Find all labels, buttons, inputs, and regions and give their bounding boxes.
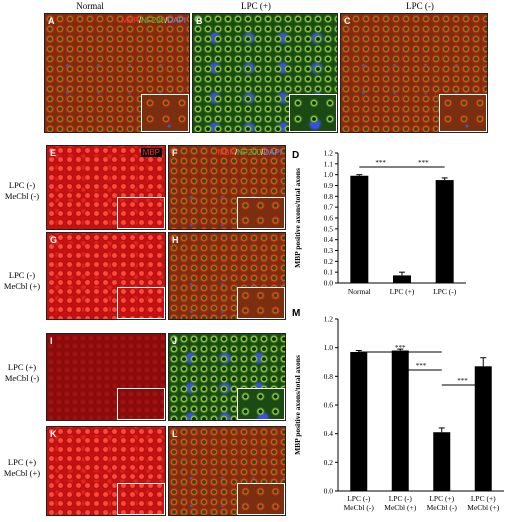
x-tick-label: LPC (+)	[471, 494, 496, 503]
significance-label: ***	[375, 159, 386, 167]
micrograph-panel-b: B	[192, 13, 338, 133]
magnified-inset	[141, 94, 189, 132]
y-axis-title: MBP positive axons/total axons	[293, 168, 302, 268]
row-label: LPC (+) MeCbl (-)	[4, 362, 40, 383]
micrograph-panel-j: J	[168, 333, 286, 421]
y-tick-label: 0.5	[324, 224, 334, 233]
y-tick-label: 0.1	[324, 268, 334, 277]
x-tick-label: MeCbl (-)	[427, 503, 458, 512]
row-label: LPC (+) MeCbl (+)	[3, 457, 41, 478]
x-tick-label: LPC (+)	[390, 287, 415, 296]
y-tick-label: 1.0	[324, 343, 334, 352]
stain-legend: MBP/NF200/DAPI	[121, 16, 187, 25]
bar-chart-m: 0.0 0.2 0.4 0.6 0.8 1.0 1.2 MBP positive axons/…	[293, 315, 504, 512]
panel-letter: A	[48, 16, 55, 26]
micrograph-panel-h: H	[168, 232, 286, 320]
panel-letter: K	[50, 429, 57, 439]
significance-label: ***	[457, 377, 468, 385]
stain-legend: MBP/NF200/DAPI	[217, 148, 283, 157]
chart-letter-d: D	[292, 150, 300, 161]
micrograph-panel-g: G	[46, 232, 166, 320]
panel-letter: G	[50, 235, 58, 245]
data-bar	[393, 275, 411, 283]
magnified-inset	[289, 94, 337, 132]
magnified-inset	[117, 287, 165, 319]
micrograph-panel-l: L	[168, 426, 286, 516]
stain-legend: MBP	[140, 148, 162, 157]
y-tick-label: 0.8	[324, 192, 334, 201]
micrograph-panel-e: E MBP	[46, 145, 166, 230]
y-tick-label: 0.6	[324, 214, 334, 223]
y-tick-label: 1.2	[324, 149, 334, 158]
data-bar	[350, 175, 369, 283]
x-tick-label: LPC (-)	[433, 287, 457, 296]
data-bar	[350, 351, 368, 491]
magnified-inset	[237, 287, 285, 319]
panel-letter: J	[172, 336, 178, 346]
y-tick-label: 1.2	[324, 315, 334, 324]
panel-letter: E	[50, 148, 57, 158]
panel-letter: I	[50, 336, 53, 346]
micrograph-panel-a: A MBP/NF200/DAPI	[44, 13, 190, 133]
y-tick-label: 0.6	[324, 401, 334, 410]
data-bar	[435, 180, 454, 283]
y-tick-label: 0.0	[324, 279, 334, 288]
y-tick-label: 0.9	[324, 181, 334, 190]
data-bar	[433, 432, 451, 491]
panel-letter: B	[196, 16, 203, 26]
y-tick-label: 0.4	[324, 235, 334, 244]
micrograph-panel-k: K	[46, 426, 166, 516]
panel-letter: H	[172, 235, 179, 245]
y-tick-label: 0.8	[324, 372, 334, 381]
y-tick-label: 1.1	[324, 159, 334, 168]
column-title-normal: Normal	[76, 1, 104, 11]
y-tick-label: 0.7	[324, 203, 334, 212]
y-axis-title: MBP positive axons/total axons	[293, 355, 302, 455]
magnified-inset	[237, 483, 285, 515]
micrograph-panel-f: F MBP/NF200/DAPI	[168, 145, 286, 230]
magnified-inset	[439, 94, 487, 132]
bar-chart-d: 0.0 0.1 0.2 0.3 0.4 0.50.6 0.7 0.8 0.9 1.0 1.11.2 M…	[293, 149, 466, 296]
data-bar	[391, 350, 409, 491]
x-tick-label: LPC (-)	[389, 494, 413, 503]
column-title-lpc-minus: LPC (-)	[406, 1, 434, 11]
chart-letter-m: M	[292, 308, 301, 319]
y-tick-label: 1.0	[324, 170, 334, 179]
micrograph-panel-i: I	[46, 333, 166, 421]
x-tick-label: MeCbl (+)	[384, 503, 416, 512]
x-tick-label: MeCbl (+)	[467, 503, 499, 512]
row-label: LPC (-) MeCbl (-)	[4, 180, 40, 201]
magnified-inset	[117, 483, 165, 515]
x-tick-label: Normal	[348, 287, 371, 296]
significance-label: ***	[418, 159, 429, 167]
x-tick-label: MeCbl (-)	[344, 503, 375, 512]
row-label: LPC (-) MeCbl (+)	[3, 270, 41, 291]
x-tick-label: LPC (+)	[429, 494, 454, 503]
micrograph-panel-c: C	[340, 13, 488, 133]
y-tick-label: 0.0	[324, 487, 334, 496]
panel-letter: C	[344, 16, 351, 26]
significance-label: ***	[395, 344, 406, 352]
magnified-inset	[237, 197, 285, 229]
y-tick-label: 0.2	[324, 458, 334, 467]
x-tick-label: LPC (-)	[347, 494, 371, 503]
magnified-inset	[117, 197, 165, 229]
panel-letter: F	[172, 148, 178, 158]
data-bar	[474, 366, 492, 491]
magnified-inset	[117, 388, 165, 420]
magnified-inset	[237, 388, 285, 420]
column-title-lpc-plus: LPC (+)	[241, 1, 271, 11]
y-tick-label: 0.2	[324, 257, 334, 266]
y-tick-label: 0.4	[324, 429, 334, 438]
significance-label: ***	[416, 362, 427, 370]
y-tick-label: 0.3	[324, 246, 334, 255]
panel-letter: L	[172, 429, 178, 439]
